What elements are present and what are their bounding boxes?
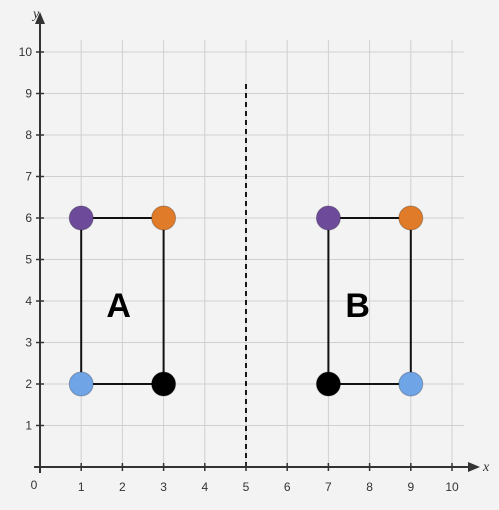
- vertex-point-black: [316, 372, 340, 396]
- vertex-point-orange: [152, 206, 176, 230]
- x-tick-label: 7: [325, 480, 332, 494]
- y-tick-label: 10: [19, 45, 33, 59]
- axes: xy: [31, 7, 490, 475]
- x-tick-label: 8: [366, 480, 373, 494]
- x-tick-label: 6: [284, 480, 291, 494]
- y-tick-label: 7: [25, 170, 32, 184]
- y-tick-label: 6: [25, 211, 32, 225]
- shape-label: B: [345, 287, 370, 325]
- vertex-point-purple: [69, 206, 93, 230]
- vertex-point-purple: [316, 206, 340, 230]
- y-tick-label: 8: [25, 128, 32, 142]
- vertex-point-orange: [399, 206, 423, 230]
- grid: [40, 40, 464, 467]
- y-tick-label: 5: [25, 253, 32, 267]
- origin-label: 0: [31, 478, 38, 492]
- tick-labels: 1 2 3 4 5 6 7 8 9 10 1 2 3 4 5 6 7 8 9 10 0: [19, 45, 459, 494]
- x-tick-label: 3: [160, 480, 167, 494]
- x-tick-label: 1: [78, 480, 85, 494]
- y-axis-label: y: [31, 7, 40, 22]
- x-tick-label: 9: [407, 480, 414, 494]
- y-tick-label: 9: [25, 87, 32, 101]
- vertex-point-blue: [69, 372, 93, 396]
- y-tick-label: 3: [25, 336, 32, 350]
- x-axis-arrow: [468, 462, 480, 472]
- vertex-point-black: [152, 372, 176, 396]
- x-tick-label: 2: [119, 480, 126, 494]
- x-axis-label: x: [482, 460, 490, 475]
- vertex-point-blue: [399, 372, 423, 396]
- y-tick-label: 1: [25, 419, 32, 433]
- y-tick-label: 4: [25, 294, 32, 308]
- x-tick-label: 5: [243, 480, 250, 494]
- x-tick-label: 10: [445, 480, 459, 494]
- shape-label: A: [106, 287, 131, 325]
- y-tick-label: 2: [25, 377, 32, 391]
- x-tick-label: 4: [201, 480, 208, 494]
